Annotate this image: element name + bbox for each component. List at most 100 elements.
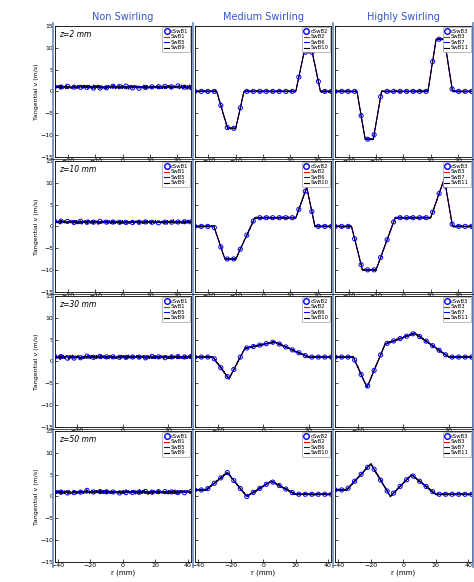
Legend: cSwB3, SwB3, SwB7, SwB11: cSwB3, SwB3, SwB7, SwB11 xyxy=(443,297,471,322)
Point xyxy=(351,356,358,365)
Y-axis label: Tangential v (m/s): Tangential v (m/s) xyxy=(34,468,39,525)
Point xyxy=(442,489,449,499)
Point xyxy=(351,87,358,96)
Legend: cSwB1, SwB1, SwB5, SwB9: cSwB1, SwB1, SwB5, SwB9 xyxy=(163,432,190,457)
Point xyxy=(148,218,156,227)
Point xyxy=(282,342,290,352)
Point xyxy=(174,352,182,361)
Point xyxy=(256,340,264,350)
Point xyxy=(403,332,410,341)
Point xyxy=(204,87,211,96)
Point xyxy=(315,77,322,86)
Point xyxy=(198,485,205,495)
Point xyxy=(187,487,195,496)
Point xyxy=(129,218,137,227)
Point xyxy=(168,487,175,496)
Point xyxy=(455,489,463,499)
Point xyxy=(191,87,199,96)
Point xyxy=(249,217,257,226)
Point xyxy=(142,487,149,496)
Point xyxy=(103,487,110,496)
Point xyxy=(435,346,443,355)
Point xyxy=(148,352,156,361)
Point xyxy=(308,489,316,499)
Point xyxy=(468,489,474,499)
Point xyxy=(321,87,328,96)
Point xyxy=(403,475,410,484)
Point xyxy=(161,81,169,91)
Point xyxy=(64,353,71,363)
Point xyxy=(442,350,449,360)
Point xyxy=(198,87,205,96)
Point xyxy=(315,353,322,362)
Point xyxy=(468,87,474,96)
Point xyxy=(422,482,430,491)
Point xyxy=(383,487,391,496)
Point xyxy=(174,217,182,226)
Point xyxy=(109,352,117,361)
Point xyxy=(396,213,404,222)
Point xyxy=(390,336,397,346)
Point xyxy=(461,87,469,96)
Point xyxy=(295,489,302,499)
Point xyxy=(448,353,456,362)
Point xyxy=(230,476,237,485)
Point xyxy=(435,34,443,44)
Point xyxy=(168,218,175,227)
Point xyxy=(331,485,339,495)
Point xyxy=(351,477,358,486)
Point xyxy=(116,82,123,91)
Point xyxy=(243,492,251,501)
Point xyxy=(370,265,378,275)
Legend: cSwB2, SwB2, SwB6, SwB10: cSwB2, SwB2, SwB6, SwB10 xyxy=(302,432,330,457)
Point xyxy=(269,213,277,222)
Point xyxy=(103,218,110,227)
Point xyxy=(370,464,378,474)
Point xyxy=(390,488,397,498)
Point xyxy=(321,222,328,231)
Text: z=50 mm: z=50 mm xyxy=(59,435,96,444)
Point xyxy=(103,352,110,361)
X-axis label: r (mm): r (mm) xyxy=(251,299,275,306)
Point xyxy=(217,101,225,110)
Point xyxy=(122,353,130,362)
Point xyxy=(155,487,162,496)
Point xyxy=(103,83,110,93)
Point xyxy=(243,230,251,240)
Point xyxy=(377,475,384,485)
Point xyxy=(331,222,339,231)
Point xyxy=(70,353,78,363)
Point xyxy=(344,484,352,493)
Point xyxy=(435,189,443,198)
Point xyxy=(57,217,65,226)
Point xyxy=(187,217,195,226)
Point xyxy=(403,213,410,222)
Point xyxy=(204,484,211,494)
Legend: cSwB1, SwB1, SwB5, SwB9: cSwB1, SwB1, SwB5, SwB9 xyxy=(163,162,190,187)
Point xyxy=(83,486,91,495)
Point xyxy=(217,363,225,372)
Point xyxy=(289,488,296,497)
Point xyxy=(328,353,335,362)
Point xyxy=(364,265,372,275)
Point xyxy=(198,222,205,231)
Point xyxy=(435,489,443,499)
Text: z=30 mm: z=30 mm xyxy=(59,300,96,309)
Point xyxy=(448,219,456,229)
Point xyxy=(217,473,225,482)
Point xyxy=(230,365,237,374)
Point xyxy=(301,489,309,499)
Point xyxy=(142,353,149,363)
Point xyxy=(364,134,372,144)
Point xyxy=(429,207,437,217)
Point xyxy=(96,352,104,361)
Point xyxy=(181,217,188,226)
Point xyxy=(210,478,218,488)
Point xyxy=(187,352,195,361)
Point xyxy=(122,488,130,497)
X-axis label: r (mm): r (mm) xyxy=(111,164,135,171)
Point xyxy=(230,254,237,264)
Legend: cSwB2, SwB2, SwB6, SwB10: cSwB2, SwB2, SwB6, SwB10 xyxy=(302,27,330,52)
Point xyxy=(64,217,71,226)
Point xyxy=(422,213,430,222)
